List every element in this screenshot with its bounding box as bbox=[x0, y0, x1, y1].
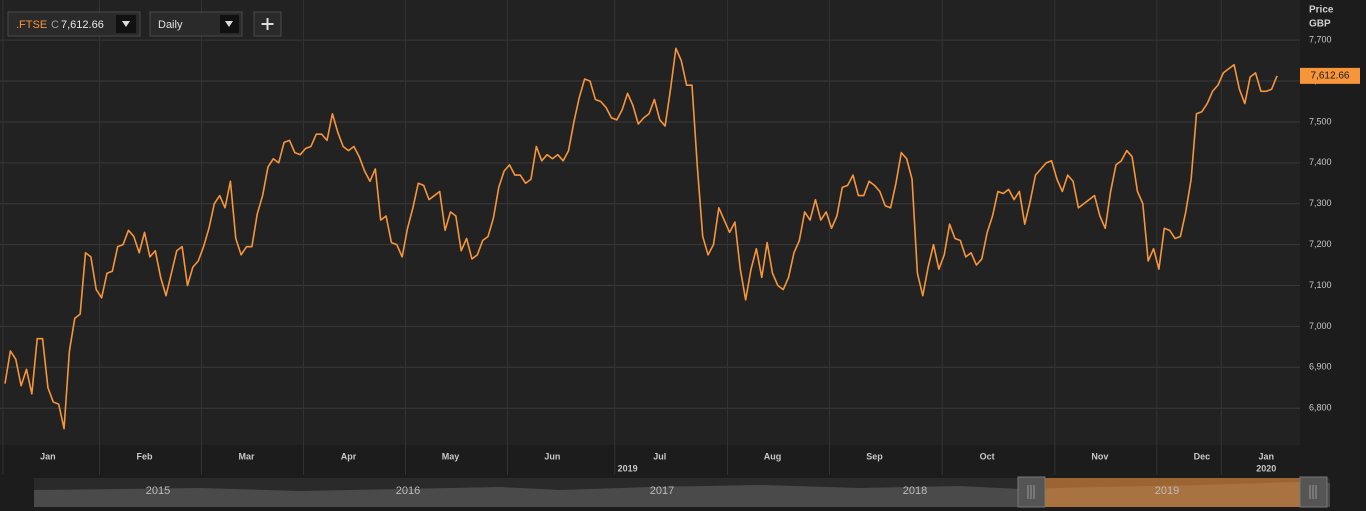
x-tick-label: Mar bbox=[239, 451, 256, 461]
y-tick-label: 7,700 bbox=[1309, 35, 1332, 45]
symbol-price: 7,612.66 bbox=[61, 19, 104, 31]
navigator-window[interactable] bbox=[1045, 478, 1300, 507]
navigator-area bbox=[34, 482, 1330, 507]
x-tick-label: Sep bbox=[866, 451, 883, 461]
interval: Daily bbox=[158, 19, 183, 31]
x-tick-label: Apr bbox=[341, 451, 357, 461]
x-tick-label: Jan bbox=[40, 451, 56, 461]
plot-area bbox=[0, 0, 1300, 445]
y-tick-label: 7,300 bbox=[1309, 198, 1332, 208]
currency: GBP bbox=[1309, 19, 1331, 30]
x-tick-label: Dec bbox=[1194, 451, 1211, 461]
navigator-labels: 2015 2016 2017 2018 2019 bbox=[146, 485, 1179, 497]
price-line bbox=[4, 47, 1278, 430]
x-year-label: 2019 bbox=[618, 463, 638, 473]
y-tick-label: 7,000 bbox=[1309, 321, 1332, 331]
last-value-label: 7,612.66 bbox=[1311, 71, 1350, 82]
dropdown-arrow bbox=[122, 21, 130, 27]
x-tick-label: Aug bbox=[764, 451, 782, 461]
handle-grip bbox=[1027, 485, 1317, 499]
y-tick-label: 7,200 bbox=[1309, 239, 1332, 249]
grid bbox=[0, 0, 1300, 475]
navigator-label: 2016 bbox=[396, 485, 420, 497]
y-tick-label: 7,400 bbox=[1309, 157, 1332, 167]
navigator-label: 2015 bbox=[146, 485, 170, 497]
navigator-label: 2019 bbox=[1155, 485, 1179, 497]
symbol: .FTSE bbox=[16, 19, 47, 31]
x-year-label: 2020 bbox=[1256, 463, 1276, 473]
last-value-box bbox=[1300, 67, 1360, 84]
y-tick-label: 7,500 bbox=[1309, 116, 1332, 126]
navigator-label: 2018 bbox=[903, 485, 927, 497]
add-icon bbox=[261, 18, 274, 30]
flag: C bbox=[51, 19, 59, 31]
x-tick-label: Feb bbox=[137, 451, 154, 461]
x-tick-label: Jul bbox=[653, 451, 666, 461]
y-tick-label: 6,800 bbox=[1309, 403, 1332, 413]
y-tick-label: 6,900 bbox=[1309, 362, 1332, 372]
x-tick-label: Jun bbox=[544, 451, 560, 461]
add-button[interactable] bbox=[253, 11, 282, 37]
dropdown-arrow bbox=[225, 21, 233, 27]
y-tick-label: 7,100 bbox=[1309, 280, 1332, 290]
axis-title: Price bbox=[1309, 5, 1334, 16]
x-tick-label: Oct bbox=[980, 451, 995, 461]
navigator-label: 2017 bbox=[650, 485, 674, 497]
x-tick-label: Nov bbox=[1091, 451, 1108, 461]
x-tick-label: Jan bbox=[1259, 451, 1275, 461]
x-tick-label: May bbox=[442, 451, 460, 461]
